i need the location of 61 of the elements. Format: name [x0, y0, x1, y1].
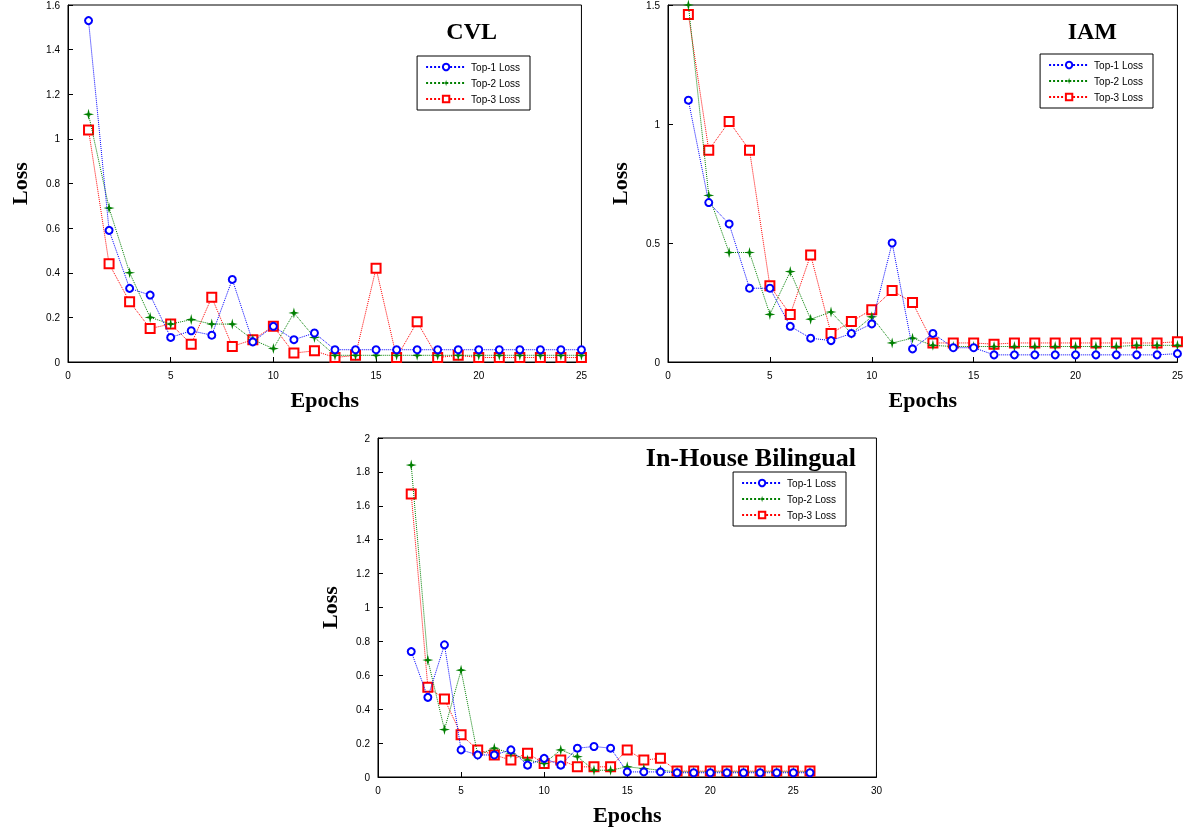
x-tick-label: 10 [267, 369, 280, 381]
y-tick-label: 0 [364, 771, 371, 783]
x-tick-label: 15 [968, 369, 980, 381]
y-tick-label: 1.5 [646, 0, 661, 11]
y-tick-label: 1.6 [356, 500, 371, 512]
legend-label: Top-2 Loss [787, 493, 837, 505]
x-tick-label: 0 [65, 369, 72, 381]
legend-label: Top-1 Loss [471, 61, 521, 73]
x-tick-label: 10 [538, 784, 551, 796]
x-axis-title: Epochs [592, 801, 662, 827]
y-tick-label: 0.2 [356, 737, 371, 749]
legend-label: Top-3 Loss [787, 509, 837, 521]
y-tick-label: 1.8 [356, 466, 371, 478]
legend-label: Top-2 Loss [471, 77, 521, 89]
y-tick-label: 0.2 [46, 311, 61, 323]
y-tick-label: 1 [654, 118, 661, 130]
y-tick-label: 0 [54, 356, 61, 368]
y-tick-label: 0.8 [46, 178, 61, 189]
x-tick-label: 15 [621, 784, 634, 796]
x-tick-label: 15 [370, 369, 383, 381]
legend-label: Top-3 Loss [471, 93, 521, 105]
y-tick-label: 1 [364, 602, 371, 613]
text: CVL [446, 18, 497, 44]
legend-label: Top-3 Loss [1094, 91, 1144, 103]
x-axis-title: Epochs [290, 386, 360, 412]
x-tick-label: 5 [167, 369, 174, 381]
y-tick-label: 2 [364, 432, 371, 444]
x-tick-label: 20 [704, 784, 717, 796]
legend-label: Top-1 Loss [787, 477, 837, 489]
y-tick-label: 1.6 [46, 0, 61, 11]
text: IAM [1067, 18, 1117, 44]
x-tick-label: 30 [870, 784, 883, 796]
y-tick-label: 0.4 [356, 703, 371, 715]
legend-label: Top-1 Loss [1094, 59, 1144, 71]
y-tick-label: 1.2 [356, 568, 371, 580]
y-tick-label: 1.2 [46, 88, 61, 100]
y-tick-label: 0 [654, 356, 661, 368]
x-tick-label: 20 [473, 369, 485, 381]
y-tick-label: 1 [54, 133, 61, 145]
y-axis-title: Loss [316, 585, 342, 629]
y-axis-title: Loss [6, 161, 32, 205]
y-tick-label: 0.4 [46, 267, 61, 279]
x-tick-label: 0 [375, 784, 382, 796]
y-tick-label: 0.5 [646, 237, 661, 249]
x-tick-label: 0 [665, 369, 672, 381]
y-tick-label: 0.6 [356, 669, 371, 681]
y-axis-title: Loss [606, 161, 632, 205]
y-tick-label: 0.6 [46, 222, 61, 234]
x-tick-label: 25 [1171, 369, 1184, 381]
chart-title: In-House Bilingual [645, 442, 856, 472]
x-axis-title: Epochs [888, 386, 958, 412]
x-tick-label: 5 [458, 784, 465, 796]
x-tick-label: 25 [575, 369, 588, 381]
y-tick-label: 1.4 [46, 44, 61, 56]
y-tick-label: 1.4 [356, 534, 371, 546]
x-tick-label: 25 [787, 784, 800, 796]
x-tick-label: 20 [1069, 369, 1082, 381]
x-tick-label: 10 [866, 369, 878, 381]
y-tick-label: 0.8 [356, 635, 371, 647]
legend-label: Top-2 Loss [1094, 75, 1144, 87]
x-tick-label: 5 [767, 369, 774, 381]
